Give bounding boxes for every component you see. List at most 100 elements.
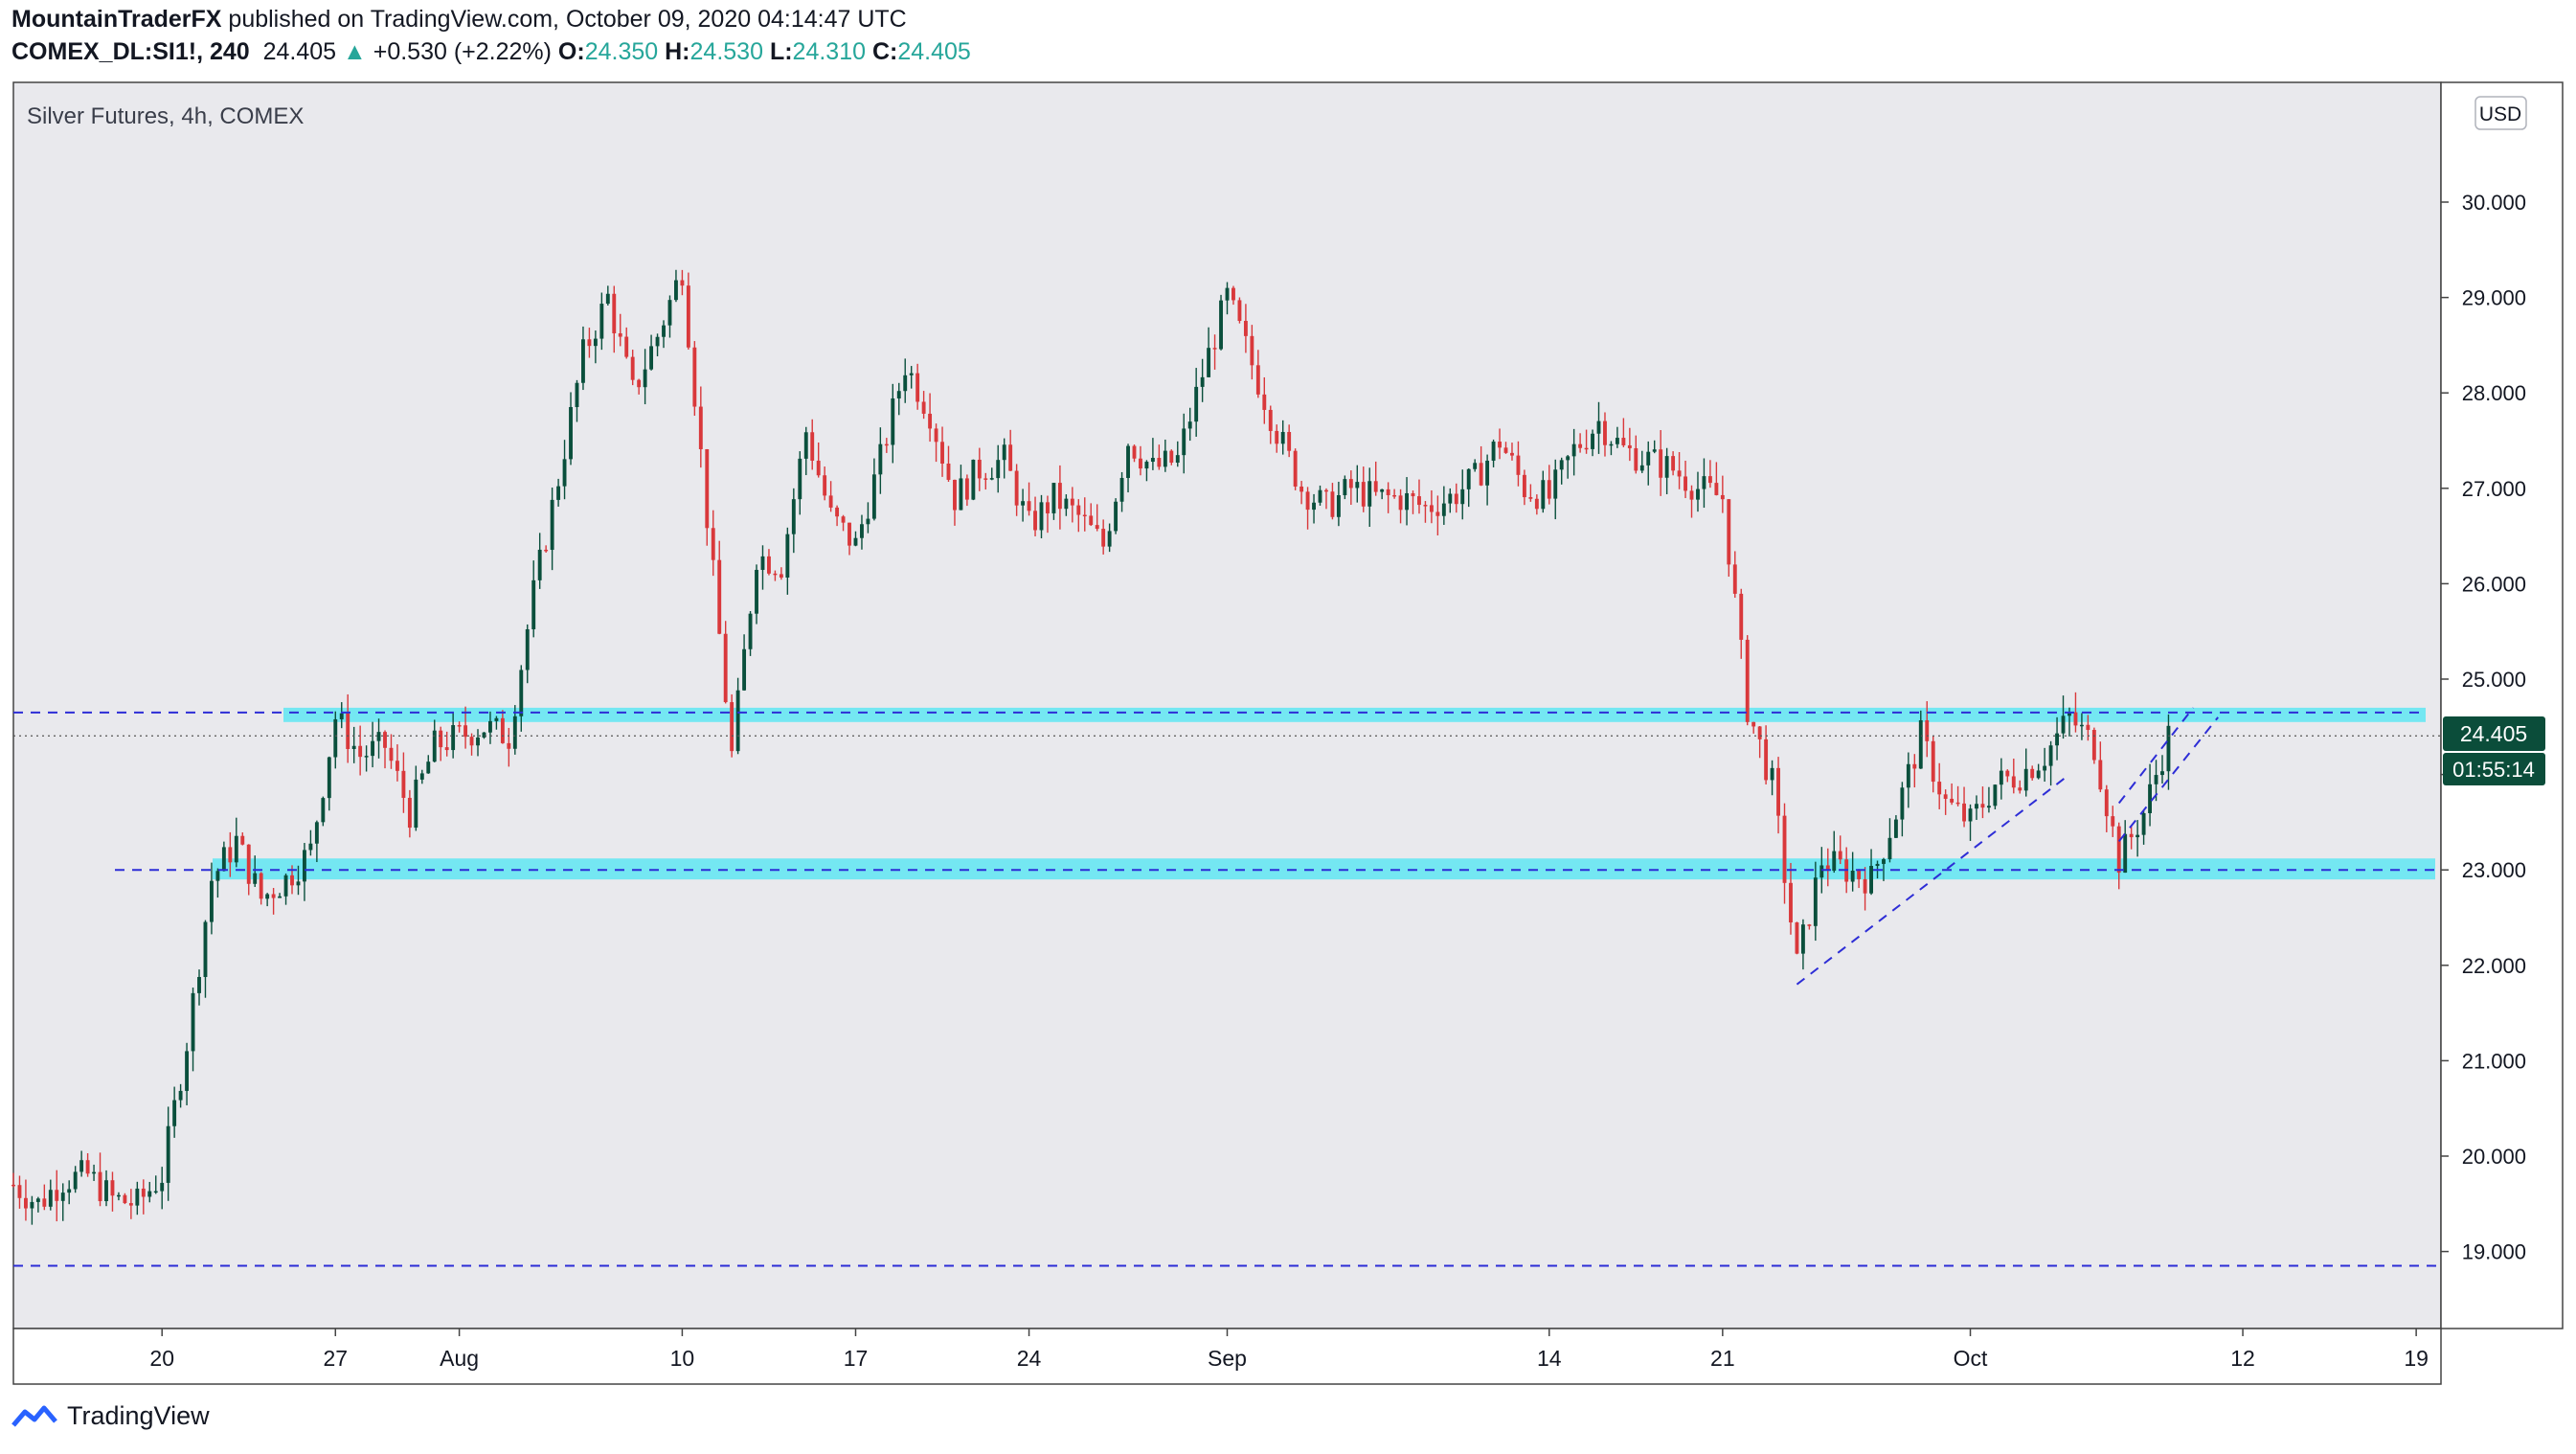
candle-body bbox=[1869, 865, 1873, 894]
candle-body bbox=[798, 458, 802, 500]
candle-body bbox=[1863, 878, 1867, 894]
candle-body bbox=[1169, 450, 1174, 464]
candle-body bbox=[1460, 488, 1465, 505]
candle-body bbox=[1696, 488, 1700, 500]
candle-body bbox=[934, 428, 938, 443]
candle-body bbox=[531, 579, 536, 629]
y-tick-label: 29.000 bbox=[2462, 286, 2526, 310]
sr-zone bbox=[283, 707, 2426, 722]
candle-body bbox=[841, 516, 846, 523]
price-axis[interactable] bbox=[2440, 81, 2564, 1329]
candle-body bbox=[1101, 529, 1106, 547]
x-tick-label: 24 bbox=[1017, 1346, 1042, 1371]
candle-body bbox=[234, 835, 238, 863]
candle-body bbox=[2011, 776, 2016, 788]
candle-body bbox=[278, 896, 282, 898]
candle-body bbox=[1250, 335, 1254, 366]
candle-body bbox=[2055, 733, 2059, 746]
candle-body bbox=[2068, 712, 2071, 716]
candle-body bbox=[1498, 442, 1502, 448]
candle-body bbox=[1046, 502, 1050, 513]
candle-body bbox=[123, 1194, 127, 1204]
candle-body bbox=[1591, 433, 1594, 449]
candle-body bbox=[240, 835, 245, 845]
candle-body bbox=[110, 1180, 115, 1196]
candle-body bbox=[1392, 494, 1397, 497]
candle-body bbox=[735, 690, 740, 752]
candle-body bbox=[1237, 300, 1242, 322]
candle-body bbox=[773, 573, 778, 576]
candle-body bbox=[2030, 768, 2035, 779]
candle-body bbox=[2160, 771, 2164, 776]
candle-body bbox=[73, 1171, 78, 1190]
candle-body bbox=[878, 443, 883, 475]
candle-body bbox=[964, 478, 969, 500]
candle-body bbox=[1139, 458, 1142, 469]
high-label: H: bbox=[665, 38, 690, 65]
y-tick-label: 20.000 bbox=[2462, 1145, 2526, 1169]
candle-body bbox=[1070, 498, 1074, 506]
candle-body bbox=[1819, 865, 1824, 878]
candle-body bbox=[512, 716, 517, 749]
plot-area[interactable] bbox=[12, 81, 2442, 1329]
candle-body bbox=[1857, 871, 1862, 879]
trend-line bbox=[2117, 707, 2195, 805]
candle-body bbox=[1330, 491, 1335, 517]
candle-body bbox=[185, 1051, 190, 1091]
tradingview-brand[interactable]: TradingView bbox=[11, 1401, 210, 1431]
x-tick-label: 21 bbox=[1710, 1346, 1735, 1371]
candle-body bbox=[1107, 531, 1112, 547]
chart-title: Silver Futures, 4h, COMEX bbox=[27, 103, 304, 129]
candle-body bbox=[55, 1190, 59, 1201]
time-axis[interactable] bbox=[12, 1328, 2442, 1385]
low-value: 24.310 bbox=[792, 38, 867, 65]
candle-body bbox=[717, 559, 722, 634]
candle-body bbox=[1243, 321, 1248, 336]
candle-body bbox=[2086, 724, 2090, 731]
candle-body bbox=[1875, 863, 1880, 866]
candle-body bbox=[767, 556, 771, 574]
x-tick-label: 14 bbox=[1537, 1346, 1562, 1371]
candle-body bbox=[1980, 804, 1985, 808]
candle-body bbox=[748, 613, 753, 649]
candle-body bbox=[1324, 489, 1328, 492]
candle-body bbox=[221, 847, 226, 872]
candle-body bbox=[1002, 444, 1006, 461]
candle-body bbox=[314, 822, 319, 844]
candle-body bbox=[1336, 495, 1341, 517]
currency-badge[interactable] bbox=[2474, 96, 2527, 130]
candle-body bbox=[680, 280, 685, 286]
candle-body bbox=[959, 478, 963, 511]
candle-body bbox=[1918, 719, 1923, 769]
candle-body bbox=[537, 549, 542, 580]
y-tick-label: 26.000 bbox=[2462, 572, 2526, 596]
candle-body bbox=[160, 1182, 165, 1192]
candle-body bbox=[1720, 494, 1725, 500]
candle-body bbox=[228, 847, 233, 863]
candle-body bbox=[178, 1090, 183, 1101]
candle-body bbox=[730, 702, 734, 752]
candle-body bbox=[308, 843, 313, 851]
candle-body bbox=[1348, 479, 1353, 488]
candle-body bbox=[940, 442, 944, 465]
tradingview-logo-icon bbox=[11, 1405, 57, 1427]
y-tick-label: 30.000 bbox=[2462, 191, 2526, 215]
candle-body bbox=[1119, 477, 1124, 502]
candle-body bbox=[339, 713, 344, 719]
candle-body bbox=[860, 524, 864, 538]
candle-body bbox=[1299, 486, 1304, 492]
candle-body bbox=[1664, 456, 1669, 478]
candle-body bbox=[1021, 501, 1026, 506]
author-name[interactable]: MountainTraderFX bbox=[11, 6, 222, 33]
candle-body bbox=[92, 1171, 97, 1174]
candle-body bbox=[1255, 365, 1260, 395]
candle-body bbox=[1435, 511, 1440, 516]
candle-body bbox=[395, 761, 399, 771]
candle-body bbox=[1479, 463, 1483, 486]
candle-body bbox=[1962, 803, 1966, 822]
candle-body bbox=[2043, 765, 2047, 771]
candle-body bbox=[1764, 738, 1769, 781]
candle-body bbox=[1114, 501, 1119, 532]
candle-body bbox=[525, 628, 530, 670]
